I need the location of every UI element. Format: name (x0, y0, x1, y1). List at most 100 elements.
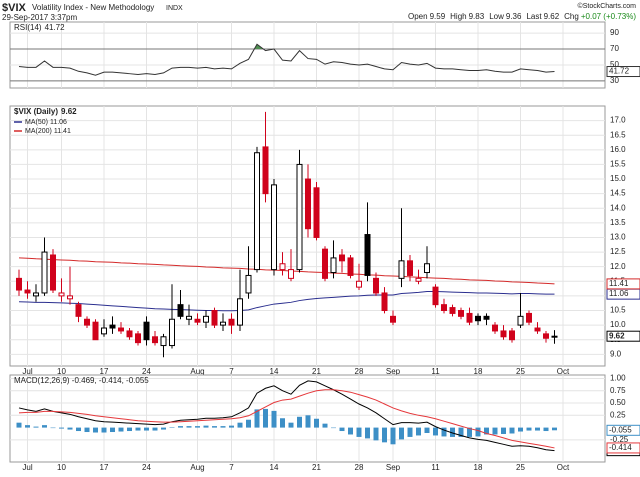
x-tick-label: Jul (22, 367, 32, 376)
y-tick-label: 0.25 (610, 410, 626, 419)
candle-body (449, 307, 456, 314)
candle-body (118, 327, 124, 332)
x-tick-label: 17 (100, 463, 109, 472)
candle-body (245, 274, 252, 294)
histogram-bar (501, 427, 506, 434)
candle-body (432, 286, 439, 306)
histogram-bar (339, 427, 345, 432)
histogram-bar (212, 426, 217, 428)
candle-body (254, 152, 260, 271)
candle-body (220, 321, 226, 326)
x-tick-label: 11 (431, 367, 440, 376)
histogram-bar (535, 427, 540, 431)
histogram-bar (297, 416, 302, 428)
candle-body (415, 277, 422, 282)
histogram-bar (169, 427, 175, 428)
candle-body (203, 315, 209, 323)
candle-body (509, 330, 515, 341)
quote-value: 9.36 (506, 12, 522, 21)
x-tick-label: Oct (557, 463, 570, 472)
value-box-label: 41.72 (609, 67, 630, 76)
x-tick-label: 17 (100, 367, 109, 376)
legend-name: MA(50) (25, 119, 48, 126)
candle-body (211, 309, 218, 326)
histogram-bar (229, 425, 234, 428)
x-tick-label: 14 (270, 367, 279, 376)
macd-line (18, 389, 555, 449)
y-tick-label: -0.25 (610, 435, 629, 444)
histogram-bar (76, 427, 81, 432)
histogram-bar (186, 426, 192, 428)
value-box (606, 442, 640, 454)
y-tick-label: 1.00 (610, 374, 626, 383)
candle-body (330, 257, 337, 274)
x-tick-label: 18 (474, 367, 483, 376)
histogram-bar (118, 427, 124, 432)
legend: $VIX (Daily) 9.62 (14, 107, 77, 116)
candle-body (364, 234, 371, 276)
histogram-bar (237, 422, 243, 428)
y-tick-label: 0.75 (610, 386, 626, 395)
legend-value: 11.41 (54, 128, 71, 135)
panel-frame (9, 21, 606, 89)
histogram-bar (42, 425, 47, 428)
y-tick-label: 12.0 (610, 262, 626, 271)
candle-body (466, 312, 473, 323)
candle-body (101, 327, 107, 335)
y-tick-label: 10.0 (610, 320, 626, 329)
histogram-bar (390, 427, 396, 445)
legend-value: 11.06 (50, 119, 67, 126)
y-tick-label: 13.0 (610, 233, 626, 242)
histogram-bar (509, 427, 515, 434)
moving-average (18, 291, 555, 312)
candle-body (237, 298, 243, 326)
histogram-bar (373, 427, 379, 441)
quote-label: Last (526, 12, 542, 21)
y-tick-label: 50 (610, 60, 619, 69)
candle-body (296, 163, 303, 271)
candle-body (534, 327, 541, 332)
moving-average (18, 257, 555, 285)
histogram-bar (467, 427, 472, 437)
x-tick-label: 25 (516, 463, 525, 472)
histogram-bar (110, 427, 115, 433)
legend: RSI(14) 41.72 (14, 23, 65, 32)
candle-body (109, 324, 116, 329)
legend-value: 41.72 (45, 23, 66, 32)
histogram-bar (195, 426, 200, 428)
candle-body (228, 318, 235, 326)
y-tick-label: 16.5 (610, 130, 626, 139)
candle-body (169, 318, 175, 347)
candle-body (441, 304, 447, 311)
candle-body (160, 336, 167, 347)
candle-body (135, 333, 141, 344)
quote-value: 9.59 (430, 12, 446, 21)
histogram-bar (101, 427, 107, 433)
histogram-bar (322, 423, 328, 428)
y-tick-label: 90 (610, 28, 619, 37)
histogram-bar (220, 426, 226, 428)
x-tick-label: 28 (355, 463, 364, 472)
candle-body (398, 260, 405, 279)
x-tick-label: 24 (142, 367, 151, 376)
histogram-bar (433, 427, 438, 436)
histogram-bar (203, 425, 209, 428)
x-tick-label: Jul (22, 463, 32, 472)
y-tick-label: 13.5 (610, 218, 626, 227)
candle-body (186, 315, 192, 320)
x-tick-label: 25 (516, 367, 525, 376)
x-tick-label: Sep (386, 367, 401, 376)
y-tick-label: 17.0 (610, 116, 626, 125)
quote-label: Chg (564, 12, 579, 21)
quote-label: Open (408, 12, 428, 21)
candle-body (143, 321, 150, 341)
candle-body (407, 260, 413, 276)
histogram-bar (178, 426, 183, 428)
histogram-bar (441, 427, 447, 437)
histogram-bar (382, 427, 387, 443)
y-tick-label: 14.5 (610, 189, 626, 198)
y-tick-label: 70 (610, 44, 619, 53)
histogram-bar (543, 427, 549, 432)
x-tick-label: 18 (474, 463, 483, 472)
histogram-bar (305, 415, 311, 428)
